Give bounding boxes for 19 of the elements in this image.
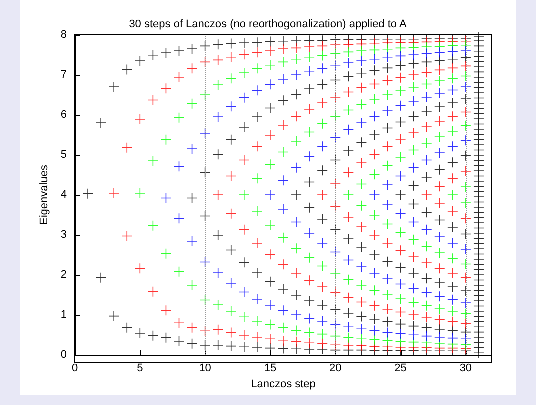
y-tick-label: 0 [60, 349, 67, 362]
y-tick-label: 8 [60, 29, 67, 41]
x-axis-title: Lanczos step [251, 378, 316, 390]
y-tick-label: 5 [60, 149, 67, 162]
y-tick-label: 7 [60, 69, 67, 82]
y-tick-label: 6 [60, 109, 67, 122]
x-tick-label: 30 [460, 362, 472, 375]
x-tick-label: 15 [264, 362, 277, 375]
y-tick-label: 1 [60, 309, 67, 322]
x-tick-label: 25 [394, 362, 407, 375]
x-tick-label: 10 [199, 362, 212, 375]
y-tick-label: 3 [60, 229, 67, 242]
y-axis-title: Eigenvalues [38, 164, 50, 226]
x-tick-label: 0 [72, 362, 78, 375]
chart-title: 30 steps of Lanczos (no reorthogonalization) applied to A [129, 18, 408, 30]
x-tick-label: 5 [137, 362, 144, 375]
y-tick-label: 4 [60, 189, 67, 202]
x-tick-label: 20 [330, 362, 342, 375]
y-tick-label: 2 [60, 269, 67, 282]
